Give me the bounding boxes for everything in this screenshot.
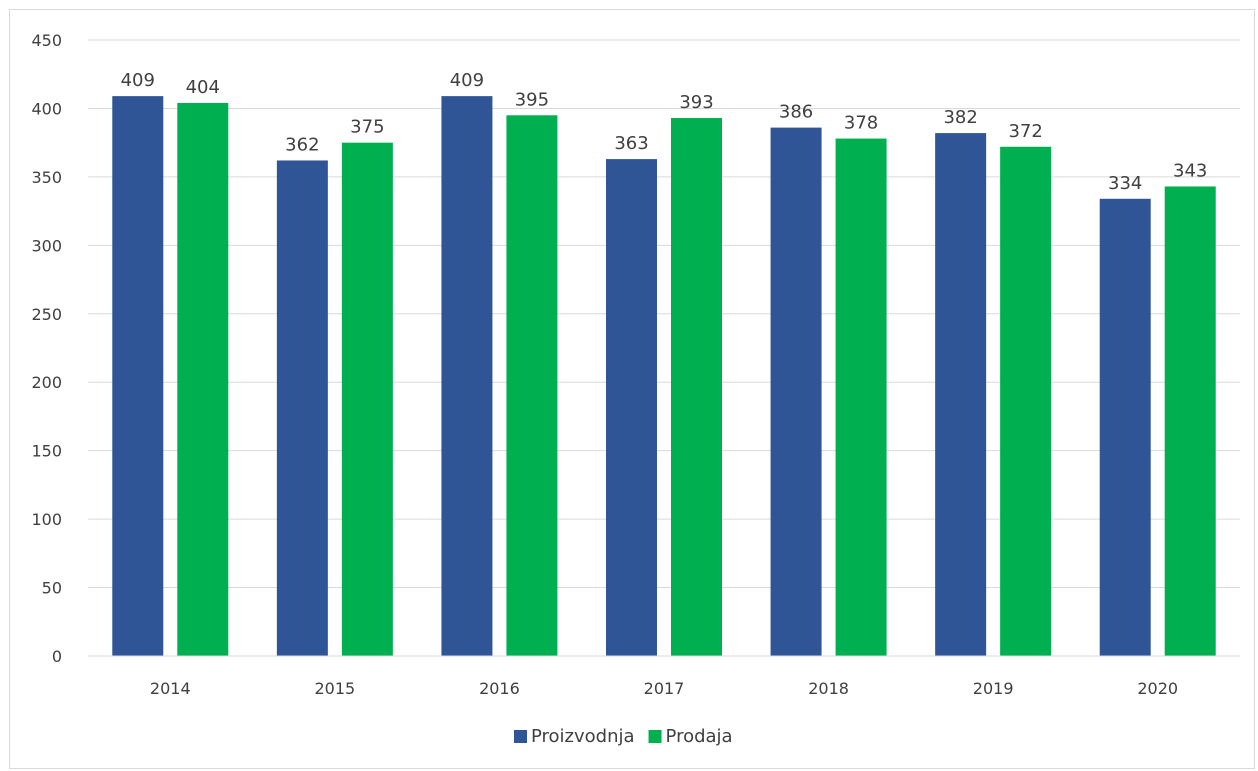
bar-proizvodnja-2016: [441, 96, 493, 656]
legend-label-prodaja: Prodaja: [666, 726, 733, 747]
data-labels: 409 404 362 375 409 395 363 393 386 378 382 372 334 3…: [121, 70, 1208, 194]
data-label: 395: [515, 89, 549, 110]
y-tick-label: 250: [31, 305, 62, 324]
data-label: 404: [186, 77, 220, 98]
data-label: 393: [679, 92, 713, 113]
data-label: 409: [450, 70, 484, 91]
bars: [112, 96, 1216, 657]
bar-proizvodnja-2015: [276, 160, 328, 656]
x-tick-label: 2017: [644, 679, 685, 698]
legend-swatch-proizvodnja: [514, 730, 527, 743]
y-tick-label: 50: [42, 579, 62, 598]
y-tick-label: 400: [31, 99, 62, 118]
x-tick-label: 2015: [314, 679, 355, 698]
data-label: 409: [121, 70, 155, 91]
bar-prodaja-2019: [1000, 146, 1052, 657]
bar-proizvodnja-2018: [770, 127, 822, 656]
y-tick-label: 0: [52, 647, 62, 666]
axes: 0 50 100 150 200 250 300 350 400 450 2014 2015 2016 2…: [31, 31, 1240, 698]
x-tick-label: 2014: [150, 679, 191, 698]
bar-proizvodnja-2020: [1099, 198, 1151, 656]
bar-proizvodnja-2019: [935, 133, 987, 656]
legend-swatch-prodaja: [648, 730, 662, 743]
y-tick-label: 200: [31, 373, 62, 392]
y-tick-label: 150: [31, 442, 62, 461]
data-label: 363: [614, 133, 648, 154]
bar-prodaja-2017: [671, 118, 722, 656]
data-label: 378: [844, 113, 878, 134]
data-label: 334: [1108, 173, 1142, 194]
bar-prodaja-2020: [1164, 186, 1216, 656]
x-tick-label: 2018: [808, 679, 849, 698]
data-label: 382: [943, 107, 977, 128]
bar-proizvodnja-2014: [112, 96, 164, 656]
data-label: 386: [779, 102, 813, 123]
x-tick-label: 2020: [1137, 679, 1178, 698]
bar-proizvodnja-2017: [606, 159, 657, 657]
data-label: 362: [285, 134, 319, 155]
y-tick-label: 300: [31, 236, 62, 255]
data-label: 375: [350, 117, 384, 138]
bar-prodaja-2016: [506, 115, 558, 657]
y-tick-label: 450: [31, 31, 62, 50]
x-tick-label: 2016: [479, 679, 520, 698]
x-tick-label: 2019: [973, 679, 1014, 698]
y-tick-label: 100: [31, 510, 62, 529]
data-label: 343: [1173, 160, 1207, 181]
bar-prodaja-2015: [341, 142, 393, 656]
bar-prodaja-2018: [835, 138, 887, 656]
gridlines: [88, 39, 1240, 589]
y-tick-label: 350: [31, 168, 62, 187]
data-label: 372: [1008, 121, 1042, 142]
legend: Proizvodnja Prodaja: [514, 726, 733, 747]
bar-prodaja-2014: [177, 102, 229, 657]
legend-label-proizvodnja: Proizvodnja: [531, 726, 635, 747]
